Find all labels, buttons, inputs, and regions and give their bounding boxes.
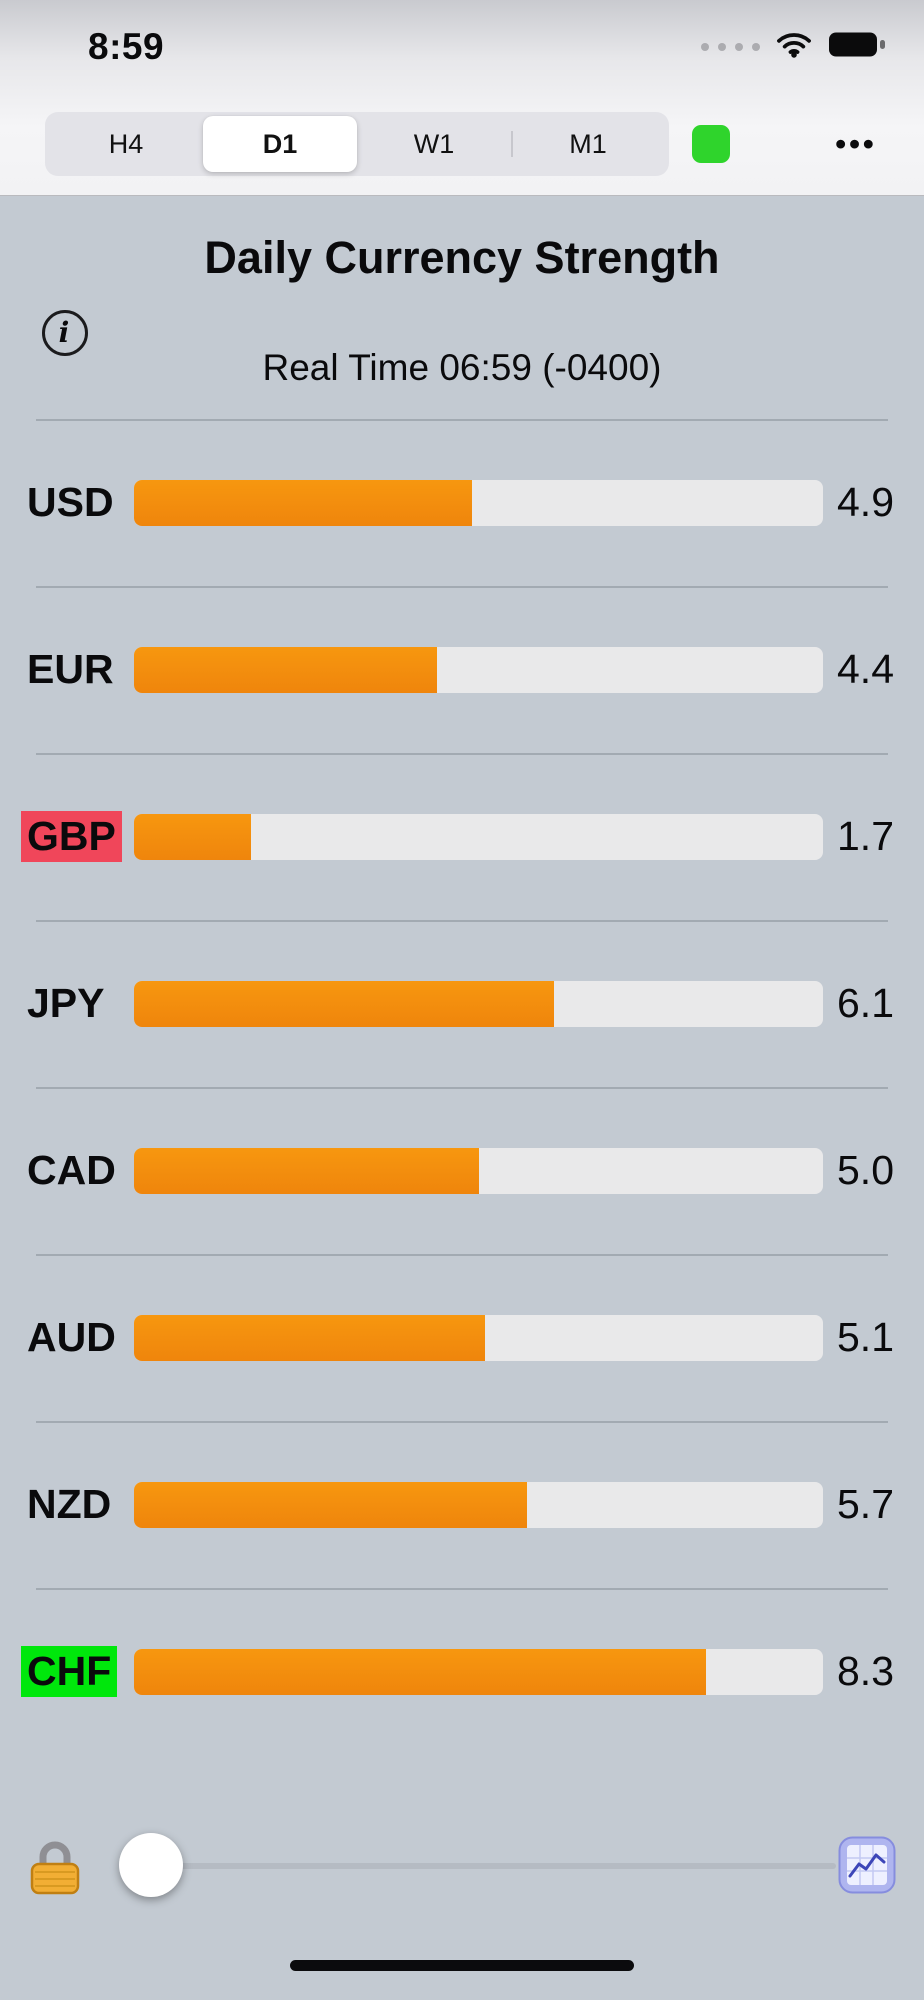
wifi-icon (776, 31, 812, 63)
currency-row-aud[interactable]: AUD 5.1 (0, 1254, 924, 1421)
timeframe-h4[interactable]: H4 (108, 128, 144, 159)
currency-strength-list: USD 4.9 EUR 4.4 GBP 1.7 JPY 6.1 CAD 5.0 … (0, 419, 924, 1755)
more-menu-button[interactable]: ••• (806, 100, 906, 188)
currency-row-usd[interactable]: USD 4.9 (0, 419, 924, 586)
strength-bar-fill (134, 646, 438, 693)
currency-label: GBP (21, 811, 122, 862)
home-indicator[interactable] (290, 1960, 634, 1971)
strength-bar-track (134, 980, 823, 1027)
strength-bar-fill (134, 1314, 486, 1361)
line-chart-icon (838, 1836, 896, 1894)
currency-label: USD (27, 479, 114, 525)
currency-row-chf[interactable]: CHF 8.3 (0, 1588, 924, 1755)
currency-value: 4.4 (837, 646, 894, 692)
toolbar: H4 D1 W1 M1 ••• (0, 96, 924, 196)
battery-icon (828, 31, 886, 63)
strength-bar-track (134, 1481, 823, 1528)
currency-value: 5.7 (837, 1481, 894, 1527)
history-slider-thumb[interactable] (119, 1833, 183, 1897)
timeframe-w1[interactable]: W1 (413, 128, 455, 159)
strength-bar-track (134, 1147, 823, 1194)
currency-value: 1.7 (837, 813, 894, 859)
strength-bar-track (134, 646, 823, 693)
history-slider-track[interactable] (121, 1863, 836, 1869)
currency-value: 8.3 (837, 1648, 894, 1694)
realtime-timestamp: Real Time 06:59 (-0400) (262, 347, 662, 388)
currency-label: NZD (27, 1481, 112, 1527)
currency-value: 4.9 (837, 479, 894, 525)
currency-label: EUR (27, 646, 114, 692)
strength-bar-fill (134, 1147, 479, 1194)
strength-bar-track (134, 1314, 823, 1361)
chart-view-button[interactable] (838, 1836, 896, 1894)
currency-label: CAD (27, 1147, 116, 1193)
currency-row-cad[interactable]: CAD 5.0 (0, 1087, 924, 1254)
currency-label: CHF (21, 1646, 118, 1697)
status-icons (701, 31, 886, 63)
currency-value: 5.0 (837, 1147, 894, 1193)
currency-row-eur[interactable]: EUR 4.4 (0, 586, 924, 753)
strength-bar-fill (134, 1648, 706, 1695)
lock-button[interactable] (26, 1836, 84, 1896)
currency-row-nzd[interactable]: NZD 5.7 (0, 1421, 924, 1588)
strength-bar-fill (134, 813, 252, 860)
status-bar: 8:59 (0, 0, 924, 84)
currency-row-gbp[interactable]: GBP 1.7 (0, 753, 924, 920)
clock-label: 8:59 (88, 26, 165, 67)
currency-label: AUD (27, 1314, 116, 1360)
strength-bar-fill (134, 479, 472, 526)
strength-bar-fill (134, 1481, 527, 1528)
strength-bar-track (134, 813, 823, 860)
strength-bar-fill (134, 980, 555, 1027)
cellular-signal-icon (701, 43, 760, 51)
lock-icon (30, 1841, 80, 1895)
strength-bar-track (134, 479, 823, 526)
info-icon: i (58, 316, 70, 349)
currency-value: 5.1 (837, 1314, 894, 1360)
page-title: Daily Currency Strength (204, 232, 720, 283)
currency-row-jpy[interactable]: JPY 6.1 (0, 920, 924, 1087)
ellipsis-icon: ••• (835, 126, 877, 161)
currency-value: 6.1 (837, 980, 894, 1026)
timeframe-m1[interactable]: M1 (511, 116, 665, 172)
info-button[interactable]: i (42, 310, 88, 356)
timeframe-d1[interactable]: D1 (203, 116, 357, 172)
currency-label: JPY (27, 980, 105, 1026)
strength-bar-track (134, 1648, 823, 1695)
timeframe-segmented-control: H4 D1 W1 M1 (45, 112, 669, 176)
connection-status-icon (692, 125, 730, 163)
